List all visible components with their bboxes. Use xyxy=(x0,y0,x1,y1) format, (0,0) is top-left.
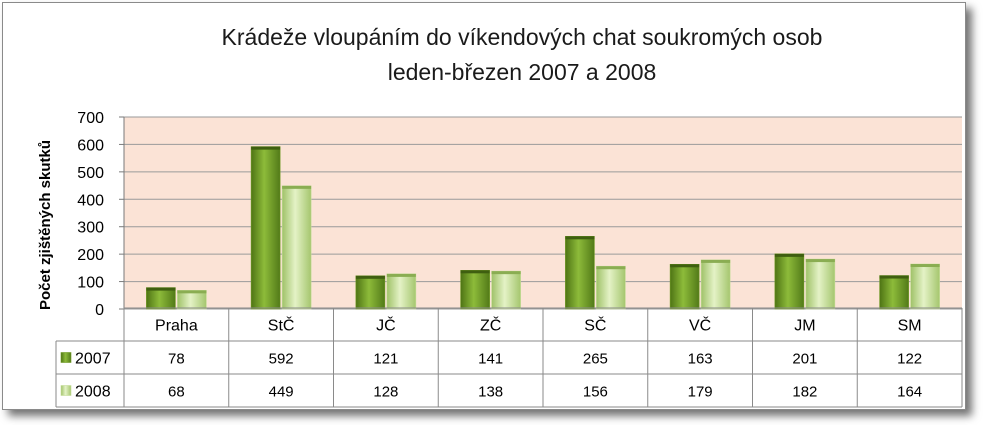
bar-2008-3 xyxy=(491,270,521,310)
data-label: 141 xyxy=(478,351,503,368)
data-label: 164 xyxy=(897,384,922,401)
chart-title-line-1: Krádeže vloupáním do víkendových chat so… xyxy=(222,24,823,50)
data-label: 78 xyxy=(168,351,185,368)
bar-2007-4 xyxy=(565,236,595,310)
data-label: 163 xyxy=(688,351,713,368)
bar-2008-6 xyxy=(805,258,836,310)
legend-key-2007 xyxy=(60,352,72,363)
bar-2008-5 xyxy=(700,259,731,310)
bar-top-edge xyxy=(565,236,595,240)
data-label: 265 xyxy=(583,351,608,368)
bar-top-edge xyxy=(282,185,312,189)
y-tick-label: 200 xyxy=(77,247,104,264)
legend-key-2008 xyxy=(60,385,72,396)
data-label: 121 xyxy=(373,351,398,368)
data-label: 179 xyxy=(688,384,713,401)
bar-2007-2 xyxy=(355,275,386,310)
data-label: 182 xyxy=(792,384,817,401)
data-table: Praha StČ JČ ZČ SČ VČ JM SM 2007 78 592 121 141 265 16… xyxy=(55,307,963,408)
category-label: Praha xyxy=(155,318,198,335)
category-label: JM xyxy=(794,318,815,335)
data-label: 138 xyxy=(478,384,503,401)
bar-top-edge xyxy=(177,290,207,294)
y-tick-label: 500 xyxy=(77,165,104,182)
bar-top-edge xyxy=(701,259,731,263)
bar-top-edge xyxy=(386,273,416,277)
bar-2007-0 xyxy=(146,287,176,310)
bar-top-edge xyxy=(146,287,176,291)
bar-2008-2 xyxy=(386,273,417,310)
bar-2008-4 xyxy=(596,265,626,310)
bar-top-edge xyxy=(879,275,909,279)
data-label: 201 xyxy=(792,351,817,368)
legend-label: 2008 xyxy=(75,384,111,401)
bars xyxy=(146,146,940,310)
y-axis-ticks: 0 100 200 300 400 500 600 700 xyxy=(77,110,125,319)
bar-top-edge xyxy=(596,266,626,270)
chart: Krádeže vloupáním do víkendových chat so… xyxy=(37,24,963,408)
bar-2007-5 xyxy=(669,263,700,310)
data-label: 592 xyxy=(269,351,294,368)
y-tick-label: 0 xyxy=(95,302,104,319)
category-label: SČ xyxy=(584,316,606,335)
bar-2008-1 xyxy=(281,185,312,310)
bar-top-edge xyxy=(491,271,521,275)
plot-area xyxy=(124,117,962,309)
bar-2007-1 xyxy=(250,146,281,310)
bar-2007-7 xyxy=(879,275,909,310)
bar-2008-7 xyxy=(910,263,940,310)
legend-label: 2007 xyxy=(75,351,111,368)
bar-2007-3 xyxy=(460,270,490,310)
category-label: SM xyxy=(898,318,922,335)
category-label: StČ xyxy=(268,316,295,335)
chart-title-line-2: leden-březen 2007 a 2008 xyxy=(388,59,657,85)
y-tick-label: 400 xyxy=(77,192,104,209)
y-tick-label: 600 xyxy=(77,137,104,154)
data-label: 122 xyxy=(897,351,922,368)
data-label: 68 xyxy=(168,384,185,401)
bar-top-edge xyxy=(805,259,835,263)
category-label: JČ xyxy=(376,316,396,335)
data-label: 128 xyxy=(373,384,398,401)
bar-top-edge xyxy=(251,146,281,150)
category-label: ZČ xyxy=(480,316,501,335)
bar-2007-6 xyxy=(774,253,805,310)
bar-top-edge xyxy=(670,264,700,268)
data-label: 449 xyxy=(269,384,294,401)
y-tick-label: 700 xyxy=(77,110,104,127)
y-tick-label: 300 xyxy=(77,220,104,237)
bar-top-edge xyxy=(774,253,804,257)
bar-top-edge xyxy=(460,270,490,274)
bar-top-edge xyxy=(910,264,940,268)
y-tick-label: 100 xyxy=(77,275,104,292)
chart-frame: Krádeže vloupáním do víkendových chat so… xyxy=(2,2,966,410)
data-label: 156 xyxy=(583,384,608,401)
category-label: VČ xyxy=(689,316,711,335)
bar-top-edge xyxy=(355,275,385,279)
y-axis-label: Počet zjištěných skutků xyxy=(37,140,54,310)
